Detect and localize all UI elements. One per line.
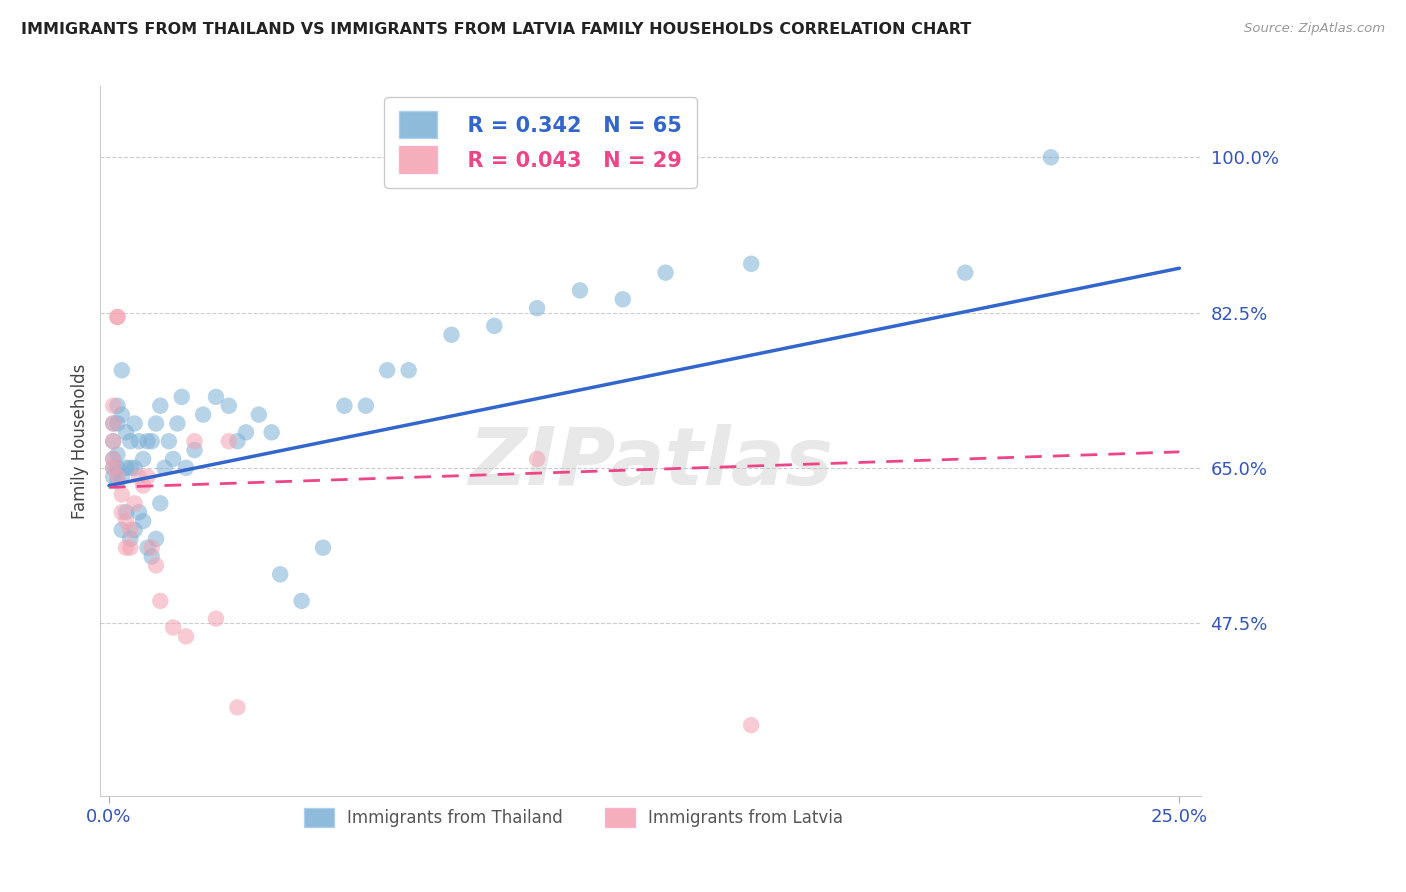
Point (440, 327, 463, 342)
Point (145, 532, 167, 546)
Point (111, 469, 134, 483)
Point (218, 434, 240, 449)
Point (115, 514, 138, 528)
Point (124, 496, 146, 510)
Point (183, 443, 205, 458)
Legend: Immigrants from Thailand, Immigrants from Latvia: Immigrants from Thailand, Immigrants fro… (297, 801, 849, 834)
Point (354, 399, 377, 413)
Point (149, 399, 172, 413)
Point (111, 523, 134, 537)
Point (145, 417, 167, 431)
Point (103, 469, 125, 483)
Point (526, 301, 548, 315)
Point (107, 417, 129, 431)
Point (149, 496, 172, 510)
Point (103, 434, 125, 449)
Point (141, 541, 163, 555)
Point (333, 399, 356, 413)
Point (166, 417, 188, 431)
Point (103, 452, 125, 467)
Point (955, 266, 977, 280)
Point (205, 390, 228, 404)
Point (124, 523, 146, 537)
Point (654, 266, 676, 280)
Point (124, 460, 146, 475)
Point (132, 514, 155, 528)
Point (136, 434, 159, 449)
Point (235, 425, 257, 440)
Y-axis label: Family Households: Family Households (72, 364, 89, 519)
Point (111, 408, 134, 422)
Point (149, 594, 172, 608)
Point (120, 523, 142, 537)
Point (111, 363, 134, 377)
Point (260, 425, 283, 440)
Point (205, 612, 228, 626)
Point (107, 469, 129, 483)
Point (107, 310, 129, 324)
Point (107, 399, 129, 413)
Point (291, 594, 314, 608)
Text: IMMIGRANTS FROM THAILAND VS IMMIGRANTS FROM LATVIA FAMILY HOUSEHOLDS CORRELATION: IMMIGRANTS FROM THAILAND VS IMMIGRANTS F… (21, 22, 972, 37)
Point (103, 417, 125, 431)
Point (115, 460, 138, 475)
Point (568, 284, 591, 298)
Point (1039, 150, 1062, 164)
Text: Source: ZipAtlas.com: Source: ZipAtlas.com (1244, 22, 1385, 36)
Point (124, 417, 146, 431)
Point (120, 532, 142, 546)
Point (526, 452, 548, 467)
Point (484, 318, 506, 333)
Point (107, 474, 129, 488)
Point (128, 469, 150, 483)
Point (141, 434, 163, 449)
Point (218, 399, 240, 413)
Point (174, 629, 197, 643)
Point (269, 567, 291, 582)
Point (136, 469, 159, 483)
Point (170, 390, 193, 404)
Point (157, 434, 180, 449)
Point (247, 408, 270, 422)
Point (111, 487, 134, 501)
Point (132, 452, 155, 467)
Point (174, 460, 197, 475)
Point (312, 541, 335, 555)
Point (120, 541, 142, 555)
Point (226, 434, 249, 449)
Point (191, 408, 214, 422)
Point (103, 417, 125, 431)
Point (162, 621, 184, 635)
Point (740, 718, 762, 732)
Point (740, 257, 762, 271)
Point (115, 425, 138, 440)
Point (612, 293, 634, 307)
Point (120, 434, 142, 449)
Point (136, 541, 159, 555)
Point (132, 478, 155, 492)
Point (107, 460, 129, 475)
Point (103, 460, 125, 475)
Point (128, 505, 150, 519)
Point (398, 363, 420, 377)
Point (103, 434, 125, 449)
Point (128, 434, 150, 449)
Point (141, 549, 163, 564)
Point (107, 310, 129, 324)
Text: ZIPatlas: ZIPatlas (468, 424, 834, 501)
Point (115, 541, 138, 555)
Point (145, 558, 167, 573)
Point (120, 460, 142, 475)
Point (375, 363, 398, 377)
Point (111, 505, 134, 519)
Point (153, 460, 176, 475)
Point (103, 460, 125, 475)
Point (107, 448, 129, 462)
Point (162, 452, 184, 467)
Point (103, 452, 125, 467)
Point (183, 434, 205, 449)
Point (226, 700, 249, 714)
Point (115, 505, 138, 519)
Point (103, 399, 125, 413)
